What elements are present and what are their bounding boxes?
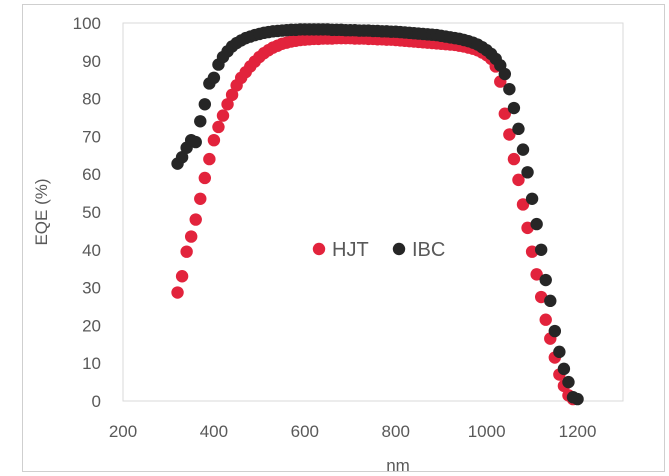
- y-axis-ticks: 0 10 20 30 40 50 60 70 80 90 100: [73, 14, 101, 411]
- y-tick-label: 80: [82, 90, 101, 109]
- y-tick-label: 40: [82, 241, 101, 260]
- data-point-hjt: [539, 313, 552, 326]
- data-point-ibc: [571, 392, 584, 406]
- data-point-hjt: [203, 152, 216, 166]
- eqe-chart: 0 10 20 30 40 50 60 70 80 90 100 200 400 600 800 1000 1…: [32, 14, 624, 473]
- data-point-hjt: [503, 128, 516, 141]
- x-tick-label: 200: [109, 422, 137, 441]
- data-point-ibc: [562, 375, 575, 389]
- data-point-ibc: [539, 273, 552, 287]
- data-point-ibc: [553, 345, 566, 359]
- legend-label-ibc: IBC: [412, 239, 445, 261]
- data-point-ibc: [175, 150, 189, 164]
- x-tick-label: 1200: [559, 422, 597, 441]
- series-hjt: [171, 31, 580, 406]
- data-point-ibc: [525, 192, 539, 205]
- data-point-ibc: [507, 101, 521, 115]
- data-point-ibc: [194, 115, 207, 128]
- legend-marker-hjt: [312, 242, 326, 256]
- y-tick-label: 60: [82, 165, 101, 184]
- plot-area: [122, 22, 624, 402]
- data-point-hjt: [530, 268, 543, 281]
- data-point-hjt: [180, 245, 193, 258]
- data-point-hjt: [171, 286, 184, 299]
- data-point-ibc: [544, 294, 557, 308]
- data-point-hjt: [516, 198, 530, 211]
- data-point-ibc: [557, 362, 571, 376]
- data-point-ibc: [498, 67, 512, 81]
- data-point-hjt: [175, 270, 189, 283]
- data-point-ibc: [530, 217, 543, 231]
- x-axis-title: nm: [386, 456, 410, 473]
- data-point-hjt: [507, 152, 521, 166]
- x-tick-label: 1000: [468, 422, 506, 441]
- data-point-ibc: [198, 98, 212, 111]
- data-point-hjt: [212, 120, 225, 134]
- chart-frame: 0 10 20 30 40 50 60 70 80 90 100 200 400 600 800 1000 1…: [22, 4, 665, 473]
- y-tick-label: 0: [92, 392, 101, 411]
- legend-marker-ibc: [392, 242, 406, 256]
- x-tick-label: 600: [291, 422, 319, 441]
- plot-border: [122, 22, 624, 402]
- data-point-ibc: [189, 135, 202, 149]
- data-point-hjt: [184, 230, 198, 243]
- data-point-ibc: [512, 122, 525, 136]
- legend-label-hjt: HJT: [332, 239, 369, 261]
- data-point-hjt: [498, 107, 512, 120]
- y-axis-title: EQE (%): [32, 178, 51, 245]
- x-tick-label: 400: [200, 422, 228, 441]
- data-point-hjt: [198, 171, 212, 185]
- x-axis-ticks: 200 400 600 800 1000 1200: [109, 422, 597, 441]
- data-point-hjt: [225, 88, 239, 102]
- data-point-ibc: [503, 82, 516, 96]
- y-tick-label: 30: [82, 279, 101, 298]
- legend: HJT IBC: [312, 239, 445, 261]
- y-tick-label: 70: [82, 127, 101, 146]
- y-tick-label: 100: [73, 14, 101, 33]
- data-point-ibc: [521, 166, 534, 179]
- x-tick-label: 800: [382, 422, 410, 441]
- data-point-ibc: [534, 243, 548, 256]
- y-tick-label: 90: [82, 52, 101, 71]
- data-points: [171, 23, 584, 406]
- series-ibc: [171, 23, 584, 406]
- y-tick-label: 50: [82, 203, 101, 222]
- data-point-hjt: [221, 98, 234, 111]
- y-tick-label: 20: [82, 316, 101, 335]
- data-point-hjt: [207, 133, 221, 147]
- data-point-ibc: [548, 324, 562, 338]
- data-point-hjt: [512, 173, 525, 187]
- data-point-hjt: [216, 109, 230, 122]
- data-point-hjt: [194, 192, 207, 205]
- data-point-ibc: [207, 71, 221, 85]
- y-tick-label: 10: [82, 354, 101, 373]
- data-point-hjt: [189, 213, 202, 226]
- data-point-ibc: [516, 143, 530, 156]
